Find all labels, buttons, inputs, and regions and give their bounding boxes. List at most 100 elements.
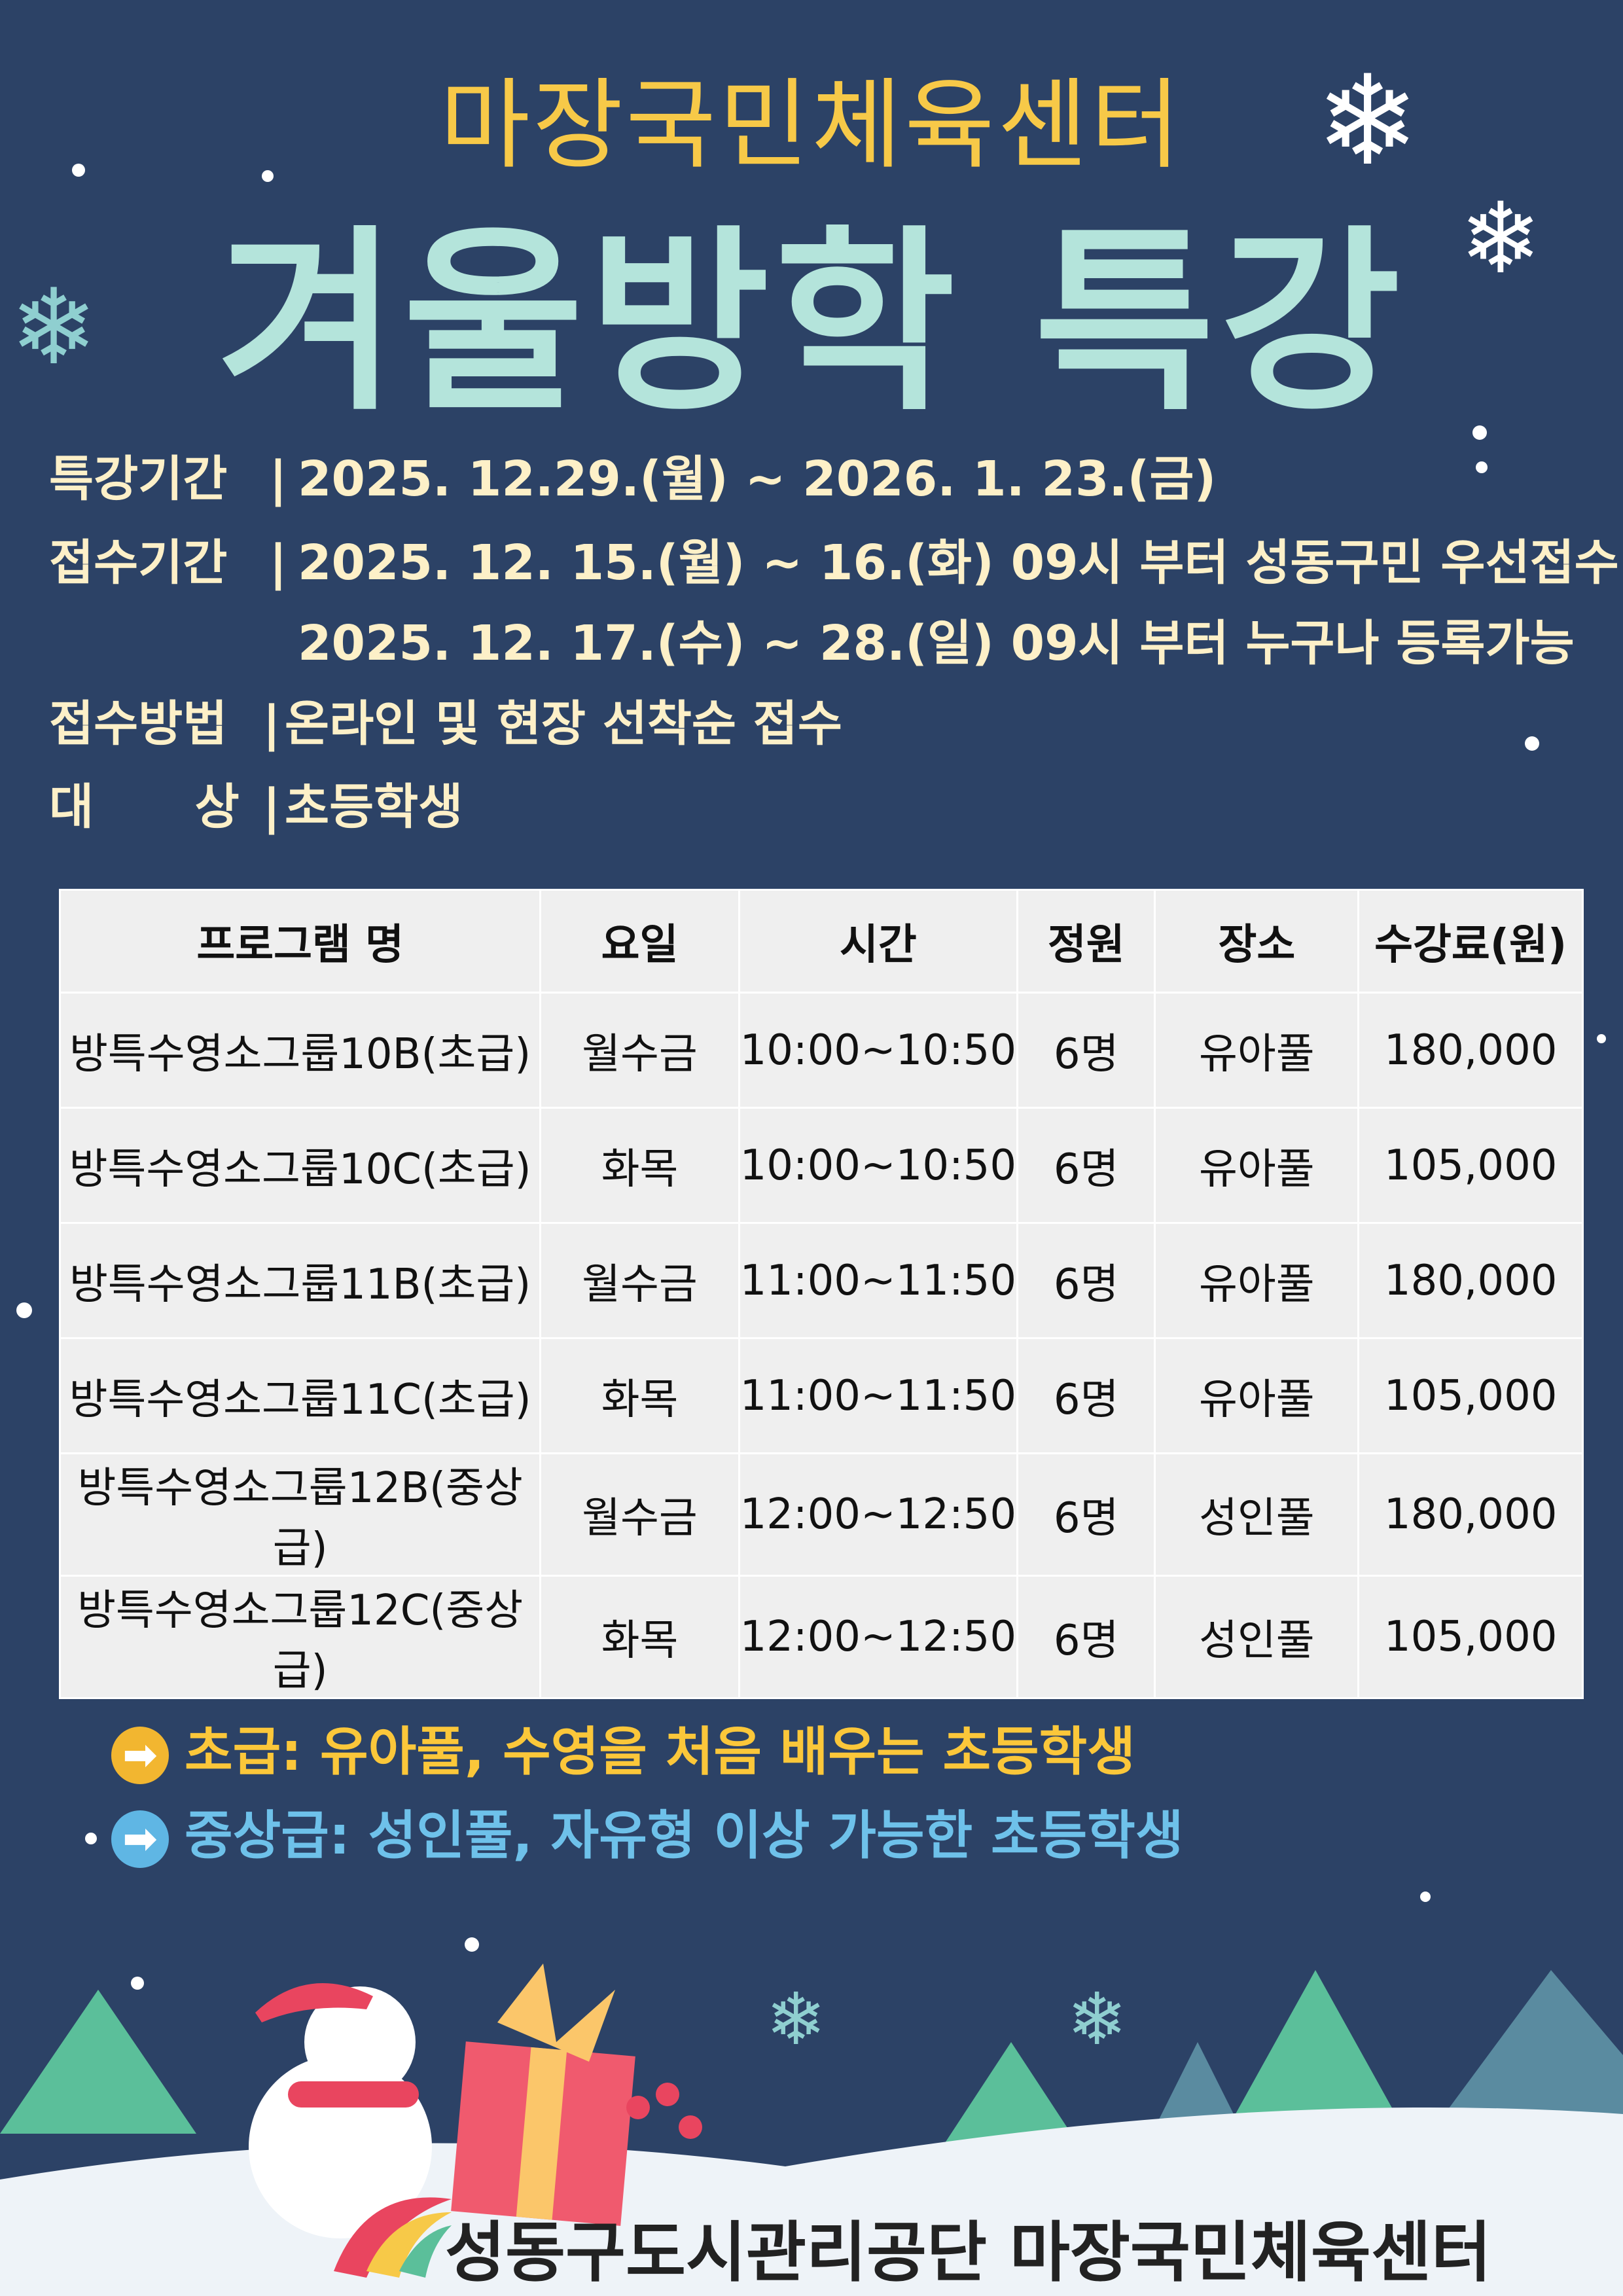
note-beginner: ➡ 초급: 유아풀, 수영을 처음 배우는 초등학생	[111, 1710, 1135, 1785]
gift-ribbon	[516, 2047, 567, 2220]
logo-mark	[334, 2197, 452, 2278]
table-row: 방특수영소그룹11B(초급) 월수금 11:00~11:50 6명 유아풀 180,000	[58, 1222, 1584, 1339]
snow-dot	[262, 170, 274, 182]
logo-mark	[366, 2212, 452, 2278]
info-period: 특강기간 | 2025. 12.29.(월) ~ 2026. 1. 23.(금)	[49, 440, 1216, 510]
table-cell: 성인풀	[1154, 1452, 1360, 1577]
info-target: 대 상 |초등학생	[49, 768, 463, 838]
snow-dot	[1472, 425, 1487, 440]
table-cell: 12:00~12:50	[738, 1575, 1019, 1699]
berry	[626, 2096, 650, 2119]
snow-dot	[16, 1302, 32, 1318]
table-cell: 화목	[539, 1107, 740, 1224]
table-cell: 월수금	[539, 1222, 740, 1339]
snowman-hat	[255, 1983, 373, 2022]
table-row: 방특수영소그룹10B(초급) 월수금 10:00~10:50 6명 유아풀 180,000	[58, 992, 1584, 1109]
info-value: 초등학생	[285, 779, 463, 835]
table-cell: 화목	[539, 1575, 740, 1699]
info-value: 온라인 및 현장 선착순 접수	[285, 696, 842, 752]
table-cell: 6명	[1016, 1337, 1156, 1454]
column-header: 프로그램 명	[58, 889, 542, 994]
table-cell: 105,000	[1357, 1575, 1584, 1699]
table-cell: 12:00~12:50	[738, 1452, 1019, 1577]
table-cell: 유아풀	[1154, 1107, 1360, 1224]
table-cell: 11:00~11:50	[738, 1337, 1019, 1454]
logo-mark	[399, 2225, 452, 2278]
table-cell: 월수금	[539, 1452, 740, 1577]
snowflake-icon: ❄	[1315, 48, 1420, 193]
table-cell: 180,000	[1357, 1222, 1584, 1339]
table-row: 방특수영소그룹12B(중상급) 월수금 12:00~12:50 6명 성인풀 180,00…	[58, 1452, 1584, 1577]
tree	[1440, 1970, 1623, 2121]
table-cell: 105,000	[1357, 1337, 1584, 1454]
snow-dot	[1597, 1034, 1606, 1043]
winter-scene-illustration	[0, 1964, 1623, 2296]
column-header: 정원	[1016, 889, 1156, 994]
table-header-row: 프로그램 명 요일 시간 정원 장소 수강료(원)	[58, 889, 1584, 994]
table-cell: 6명	[1016, 1222, 1156, 1339]
info-label: 접수방법	[49, 696, 228, 752]
column-header: 수강료(원)	[1357, 889, 1584, 994]
note-advanced: ➡ 중상급: 성인풀, 자유형 이상 가능한 초등학생	[111, 1793, 1183, 1869]
snowflake-icon: ❄	[10, 266, 98, 388]
table-cell: 방특수영소그룹11C(초급)	[58, 1337, 542, 1454]
table-cell: 10:00~10:50	[738, 992, 1019, 1109]
schedule-table: 프로그램 명 요일 시간 정원 장소 수강료(원) 방특수영소그룹10B(초급)…	[58, 889, 1584, 1699]
snow-dot	[131, 1977, 144, 1990]
tree	[1217, 1970, 1414, 2147]
info-label: 접수기간	[49, 535, 228, 591]
snow-dot	[85, 1833, 97, 1844]
table-cell: 유아풀	[1154, 992, 1360, 1109]
table-cell: 유아풀	[1154, 1337, 1360, 1454]
page-title: 겨울방학 특강	[217, 209, 1406, 437]
separator: |	[262, 696, 281, 752]
snowflake-icon: ❄	[766, 1977, 827, 2061]
snow-dot	[72, 164, 85, 177]
table-row: 방특수영소그룹12C(중상급) 화목 12:00~12:50 6명 성인풀 105,000	[58, 1575, 1584, 1699]
column-header: 장소	[1154, 889, 1360, 994]
info-value: 2025. 12. 15.(월) ~ 16.(화) 09시 부터 성동구민 우선…	[298, 535, 1619, 591]
subtitle: 마장국민체육센터	[439, 69, 1183, 183]
table-cell: 10:00~10:50	[738, 1107, 1019, 1224]
table-cell: 방특수영소그룹11B(초급)	[58, 1222, 542, 1339]
table-cell: 180,000	[1357, 992, 1584, 1109]
separator: |	[269, 451, 287, 507]
arrow-right-icon: ➡	[111, 1727, 169, 1785]
note-text: 초급: 유아풀, 수영을 처음 배우는 초등학생	[185, 1721, 1135, 1782]
table-cell: 180,000	[1357, 1452, 1584, 1577]
table-cell: 6명	[1016, 1452, 1156, 1577]
info-value: 2025. 12.29.(월) ~ 2026. 1. 23.(금)	[298, 451, 1217, 507]
berry	[679, 2115, 702, 2139]
table-cell: 화목	[539, 1337, 740, 1454]
info-registration: 접수기간 | 2025. 12. 15.(월) ~ 16.(화) 09시 부터 성동…	[49, 524, 1619, 594]
tree	[942, 2042, 1080, 2147]
table-cell: 6명	[1016, 1107, 1156, 1224]
table-row: 방특수영소그룹11C(초급) 화목 11:00~11:50 6명 유아풀 105,000	[58, 1337, 1584, 1454]
arrow-right-icon: ➡	[111, 1810, 169, 1869]
separator: |	[262, 779, 281, 835]
snowman-head	[304, 1986, 416, 2098]
table-cell: 방특수영소그룹10C(초급)	[58, 1107, 542, 1224]
info-method: 접수방법 |온라인 및 현장 선착순 접수	[49, 685, 842, 755]
snowflake-icon: ❄	[1459, 182, 1542, 296]
snow-dot	[1476, 461, 1488, 473]
table-row: 방특수영소그룹10C(초급) 화목 10:00~10:50 6명 유아풀 105,000	[58, 1107, 1584, 1224]
column-header: 시간	[738, 889, 1019, 994]
snow-dot	[1525, 736, 1539, 751]
table-cell: 유아풀	[1154, 1222, 1360, 1339]
table-cell: 105,000	[1357, 1107, 1584, 1224]
snow-dot	[1420, 1892, 1431, 1902]
info-registration-2: 2025. 12. 17.(수) ~ 28.(일) 09시 부터 누구나 등록가…	[49, 604, 1575, 674]
table-cell: 방특수영소그룹12B(중상급)	[58, 1452, 542, 1577]
gift-bow	[497, 1964, 615, 2062]
info-label: 특강기간	[49, 451, 228, 507]
separator: |	[269, 535, 287, 591]
table-cell: 방특수영소그룹12C(중상급)	[58, 1575, 542, 1699]
snowman-scarf	[288, 2081, 419, 2108]
column-header: 요일	[539, 889, 740, 994]
table-cell: 방특수영소그룹10B(초급)	[58, 992, 542, 1109]
snow-dot	[465, 1937, 479, 1952]
table-cell: 성인풀	[1154, 1575, 1360, 1699]
snowflake-icon: ❄	[1067, 1977, 1128, 2061]
berry	[656, 2083, 679, 2106]
